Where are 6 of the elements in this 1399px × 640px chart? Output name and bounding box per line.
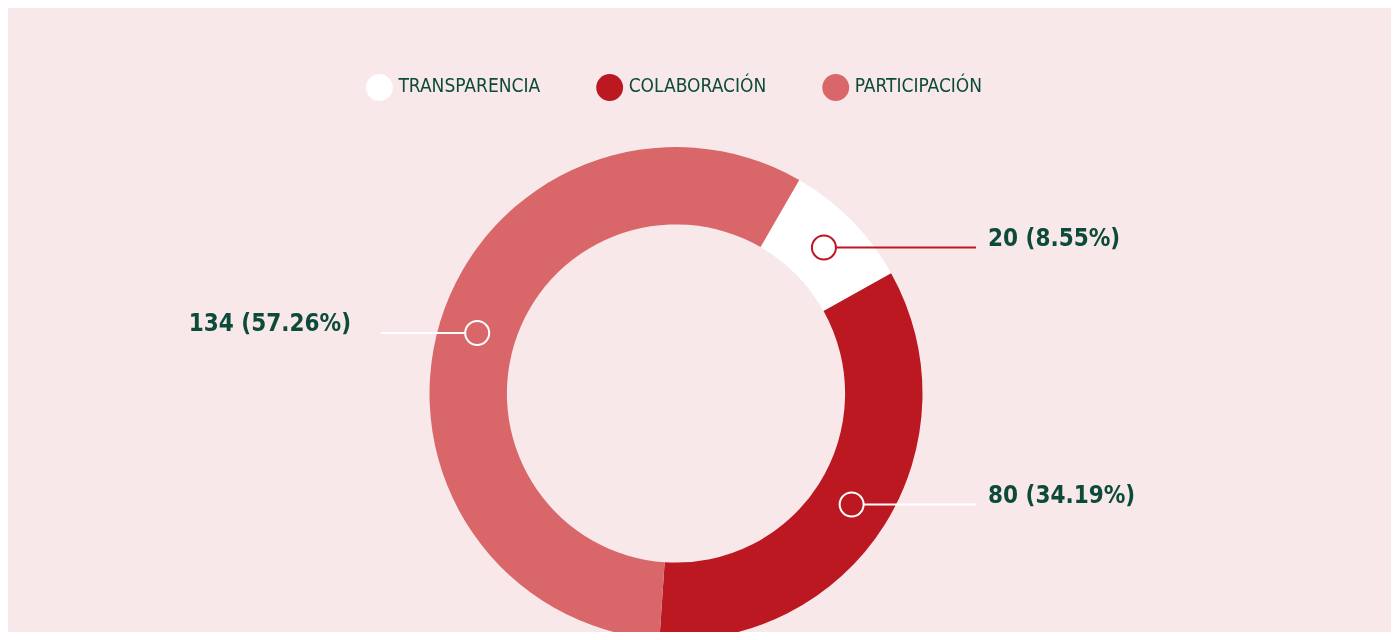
data-label: 20 (8.55%) xyxy=(988,223,1121,252)
data-label: 80 (34.19%) xyxy=(988,480,1136,509)
legend-label: PARTICIPACIÓN xyxy=(854,73,983,97)
data-label: 134 (57.26%) xyxy=(188,309,351,338)
legend-label: TRANSPARENCIA xyxy=(397,74,541,97)
legend-label: COLABORACIÓN xyxy=(628,73,767,97)
